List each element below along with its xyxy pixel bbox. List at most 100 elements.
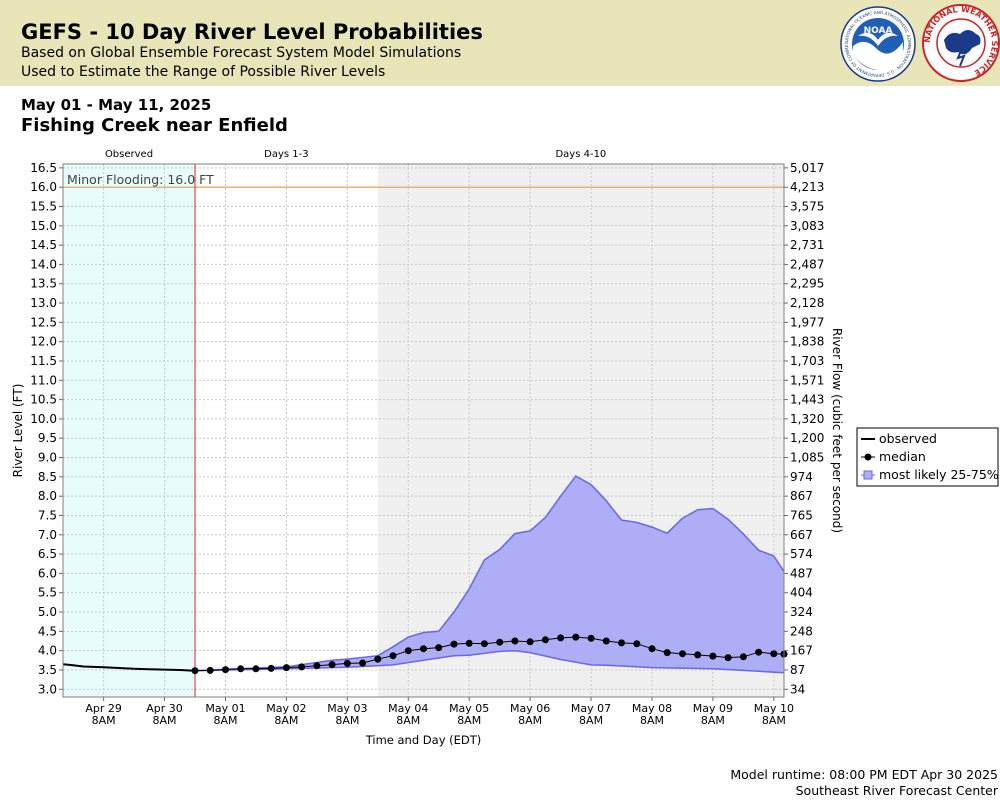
y-tick-label: 4.0 [38,644,57,658]
y-tick-label: 9.5 [38,431,57,445]
x-tick-time-label: 8AM [457,714,481,727]
median-point [663,649,671,657]
nws-logo: NATIONAL WEATHER SERVICE [922,4,1000,82]
region-label-3: Days 4-10 [555,149,606,160]
y-tick-label: 14.5 [30,238,57,252]
x-tick-time-label: 8AM [396,714,420,727]
median-point [679,650,686,658]
legend-median-swatch-dot [864,453,872,461]
median-point [420,645,427,653]
y-tick-label: 8.5 [38,470,57,484]
y2-tick-label: 2,731 [790,238,824,252]
y-tick-label: 7.0 [38,528,57,542]
median-point [359,659,367,667]
median-point [313,662,321,670]
median-point [755,648,763,656]
probability-band-area [195,476,784,673]
legend-label-2: median [879,449,926,464]
y2-tick-label: 867 [790,489,813,503]
median-point [739,653,747,661]
x-tick-day-label: May 04 [388,702,428,715]
forecast-center: Southeast River Forecast Center [795,783,998,798]
y2-tick-label: 5,017 [790,161,824,175]
x-tick-day-label: May 03 [327,702,367,715]
median-point [618,639,625,647]
median-point [572,633,580,641]
x-tick-day-label: Apr 29 [85,702,122,715]
median-line [194,636,785,672]
x-tick-time-label: 8AM [92,714,116,727]
x-tick-time-label: 8AM [518,714,542,727]
x-tick-time-label: 8AM [213,714,237,727]
median-point [328,661,336,669]
x-tick-day-label: May 06 [510,702,550,715]
y2-tick-label: 487 [790,566,813,580]
header-banner: GEFS - 10 Day River Level Probabilities … [0,0,1000,86]
page-title: GEFS - 10 Day River Level Probabilities [21,20,483,44]
y2-tick-label: 574 [790,547,813,561]
y2-tick-label: 1,703 [790,354,824,368]
y-tick-label: 7.5 [38,508,57,522]
x-tick-day-label: May 05 [449,702,489,715]
y-tick-label: 3.5 [38,663,57,677]
median-point [282,664,290,672]
y2-tick-label: 2,128 [790,296,824,310]
y-tick-label: 6.0 [38,566,57,580]
x-tick-day-label: Apr 30 [146,702,183,715]
x-tick-day-label: May 10 [754,702,794,715]
y2-tick-label: 87 [790,663,805,677]
y-tick-label: 12.0 [30,335,57,349]
y-tick-label: 15.5 [30,199,57,213]
y2-tick-label: 2,487 [790,257,824,271]
x-tick-day-label: May 01 [205,702,245,715]
median-point [237,665,245,673]
y-axis-title: River Level (FT) [11,384,25,478]
median-point [648,645,656,653]
minor-flood-label: Minor Flooding: 16.0 FT [67,172,214,187]
median-point [496,638,504,646]
x-tick-time-label: 8AM [153,714,177,727]
y2-tick-label: 1,571 [790,373,824,387]
x-tick-time-label: 8AM [762,714,786,727]
y-tick-label: 10.0 [30,412,57,426]
region-label-1: Observed [105,149,153,160]
x-tick-time-label: 8AM [701,714,725,727]
median-point [374,655,382,663]
legend-box [856,427,999,487]
y2-tick-label: 1,200 [790,431,824,445]
median-point [602,637,610,645]
median-point [587,634,595,642]
region-label-2: Days 1-3 [264,149,308,160]
subtitle-line-1: Based on Global Ensemble Forecast System… [21,45,462,61]
observed-line [62,663,196,672]
y2-tick-label: 2,295 [790,277,824,291]
plot-frame [62,163,785,698]
y-tick-label: 9.0 [38,451,57,465]
y-tick-label: 4.5 [38,624,57,638]
x-tick-day-label: May 09 [693,702,733,715]
median-point [633,640,641,648]
y-tick-label: 10.5 [30,393,57,407]
x-tick-time-label: 8AM [640,714,664,727]
y2-tick-label: 1,085 [790,451,824,465]
median-point [298,663,306,671]
median-point [404,647,412,655]
y2-tick-label: 4,213 [790,180,824,194]
y2-tick-label: 1,320 [790,412,824,426]
y2-tick-label: 1,838 [790,335,824,349]
x-tick-day-label: May 07 [571,702,611,715]
region-1-background [63,164,196,697]
median-point [770,650,778,658]
y2-tick-label: 1,977 [790,315,824,329]
x-tick-day-label: May 02 [266,702,306,715]
x-tick-time-label: 8AM [274,714,298,727]
legend-label-1: observed [879,431,937,446]
noaa-logo-text: NOAA [864,26,893,36]
y2-tick-label: 3,575 [790,199,824,213]
y-tick-label: 5.5 [38,586,57,600]
median-point [526,638,534,646]
y2-axis-title: River Flow (cubic feet per second) [830,328,844,533]
median-point [389,652,397,660]
probability-band-lower-line [194,649,785,674]
legend-label-3: most likely 25-75% [879,467,999,482]
